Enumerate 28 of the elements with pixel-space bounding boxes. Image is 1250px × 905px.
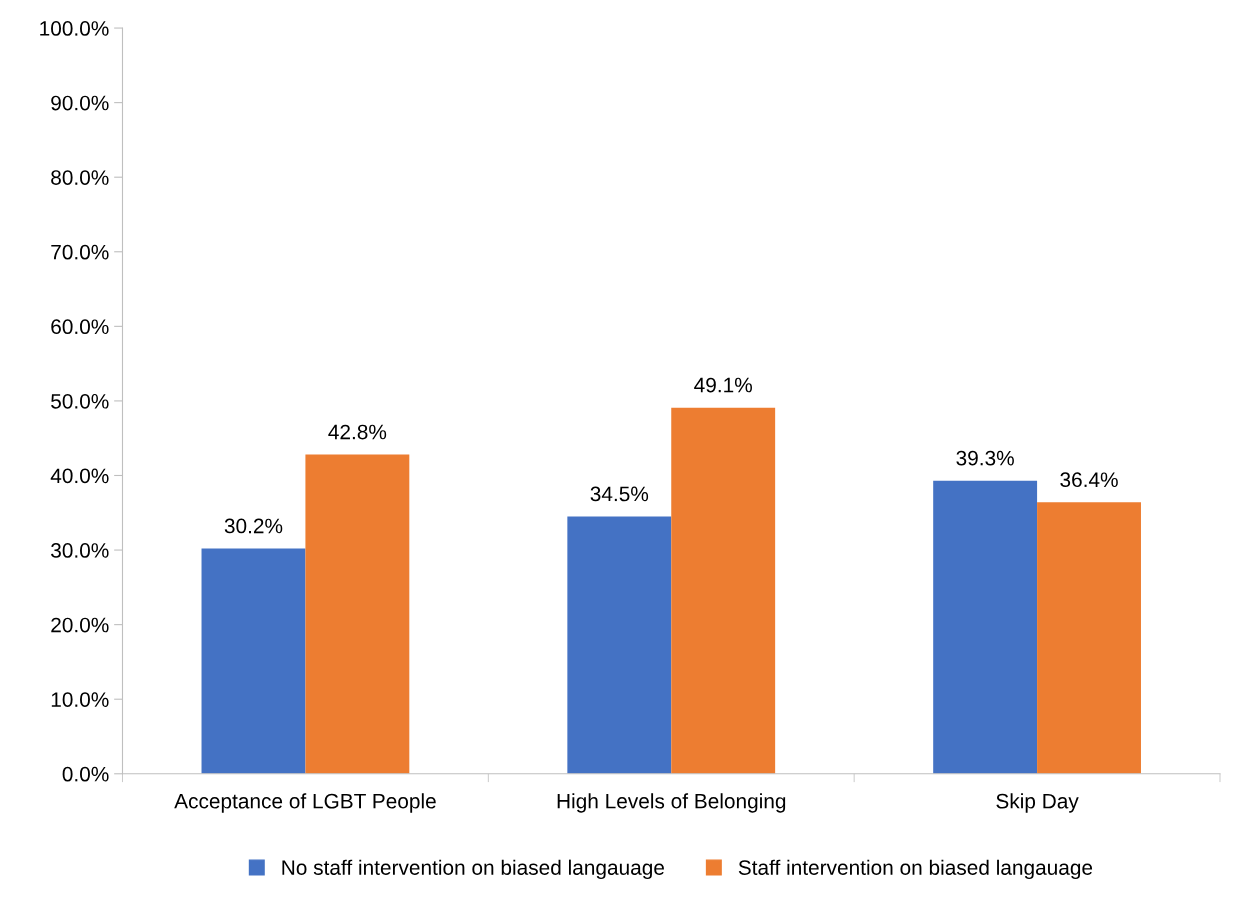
y-tick-label: 30.0% <box>51 543 109 558</box>
y-tick-label: 20.0% <box>51 617 109 633</box>
y-tick-label: 40.0% <box>50 468 109 484</box>
y-tick-label: 60.0% <box>51 319 109 335</box>
data-label: 49.1% <box>694 377 752 393</box>
bar <box>933 480 1038 774</box>
y-tick-label: 100.0% <box>40 21 109 36</box>
data-label: 42.8% <box>328 424 387 440</box>
legend-label: Staff intervention on biased langauage <box>738 859 1093 880</box>
x-tick-label: Skip Day <box>996 793 1079 813</box>
x-tick-label: High Levels of Belonging <box>557 793 786 813</box>
y-tick-label: 10.0% <box>51 692 109 707</box>
data-label: 36.4% <box>1060 472 1118 488</box>
bar <box>305 454 410 774</box>
legend-label: No staff intervention on biased langauage <box>282 859 664 880</box>
data-label: 34.5% <box>590 486 649 502</box>
data-label: 30.2% <box>224 518 283 534</box>
bar <box>671 407 776 774</box>
y-tick-label: 80.0% <box>51 170 109 185</box>
bar <box>1037 502 1141 774</box>
y-tick-label: 0.0% <box>62 766 109 782</box>
data-label: 39.3% <box>956 450 1014 466</box>
y-tick-label: 50.0% <box>51 393 109 409</box>
bar <box>567 516 672 774</box>
bar <box>201 548 306 774</box>
y-tick-label: 70.0% <box>51 244 109 260</box>
x-tick-label: Acceptance of LGBT People <box>174 793 436 813</box>
y-tick-label: 90.0% <box>51 95 109 111</box>
